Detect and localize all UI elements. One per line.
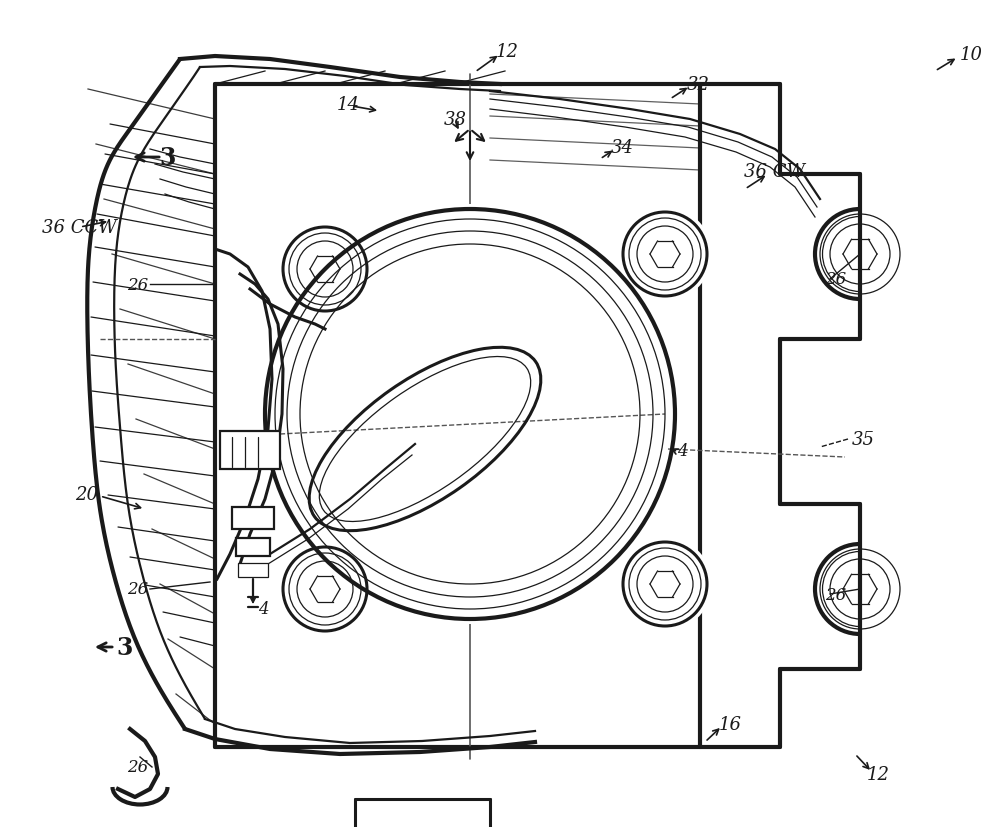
Text: 34: 34 <box>610 139 634 157</box>
Text: 36 CCW: 36 CCW <box>42 218 117 237</box>
Circle shape <box>278 543 372 636</box>
Text: 26: 26 <box>825 586 846 603</box>
Text: 12: 12 <box>866 765 890 783</box>
Circle shape <box>278 222 372 317</box>
Text: 26: 26 <box>127 276 148 293</box>
Text: 36 CW: 36 CW <box>744 163 806 181</box>
Bar <box>238 563 268 577</box>
Text: 32: 32 <box>686 76 710 94</box>
Text: 14: 14 <box>337 96 360 114</box>
Bar <box>220 432 280 470</box>
Circle shape <box>618 208 712 302</box>
Text: 4: 4 <box>258 600 268 618</box>
Circle shape <box>618 538 712 631</box>
Text: 4: 4 <box>677 443 687 460</box>
Text: 12: 12 <box>496 43 518 61</box>
Text: 3: 3 <box>117 635 133 659</box>
Text: 26: 26 <box>825 271 846 288</box>
Text: 20: 20 <box>75 485 98 504</box>
Text: 3: 3 <box>160 146 176 170</box>
Text: 26: 26 <box>127 581 148 598</box>
Text: 38: 38 <box>444 111 467 129</box>
Text: 35: 35 <box>852 431 875 448</box>
Bar <box>236 538 270 557</box>
Bar <box>232 508 274 529</box>
Circle shape <box>260 205 680 624</box>
Text: 26: 26 <box>127 758 148 776</box>
Text: 16: 16 <box>718 715 742 733</box>
Text: 10: 10 <box>960 46 983 64</box>
